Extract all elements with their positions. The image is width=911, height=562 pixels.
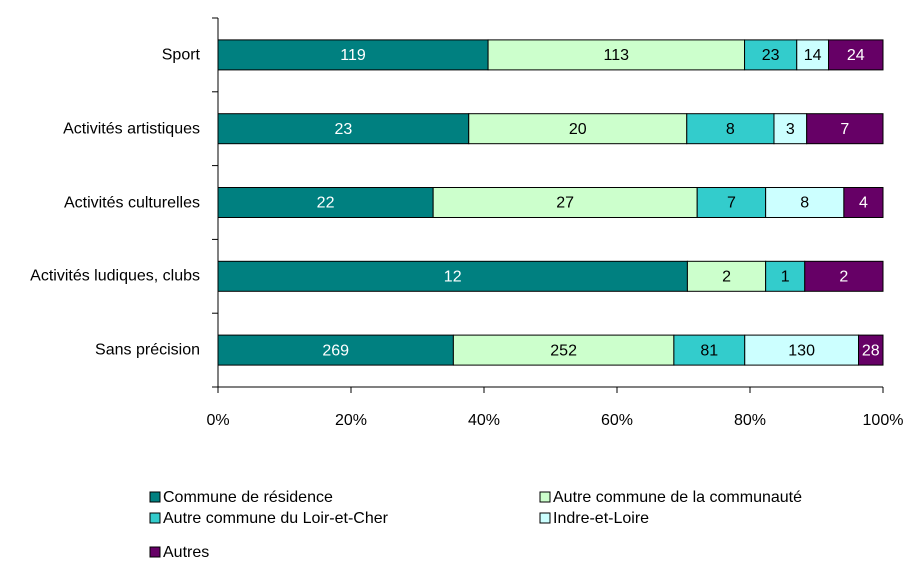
bar-segment	[744, 334, 859, 366]
data-label: 22	[317, 195, 335, 212]
x-tick-label: 80%	[734, 412, 766, 429]
data-label: 81	[700, 342, 718, 359]
data-label: 269	[322, 342, 349, 359]
bar-segment	[796, 39, 830, 71]
data-label: 113	[604, 47, 630, 64]
legend-label: Indre-et-Loire	[553, 510, 649, 527]
data-label: 252	[550, 342, 577, 359]
legend-swatch	[539, 512, 551, 524]
bar-segment	[843, 187, 884, 218]
data-label: 4	[859, 195, 868, 212]
bar-segment	[452, 334, 675, 366]
bar-segment	[673, 334, 746, 366]
bar-segment	[744, 39, 798, 71]
bar-segment	[686, 113, 775, 145]
data-label: 130	[788, 342, 815, 359]
y-tick-label: Activités culturelles	[63, 194, 200, 211]
data-label: 1	[781, 269, 790, 286]
data-label: 8	[726, 121, 735, 138]
data-label: 24	[847, 47, 865, 64]
legend-label: Autres	[163, 544, 209, 561]
bar-segment	[686, 260, 767, 292]
data-label: 7	[840, 121, 849, 138]
y-tick-label: Activités ludiques, clubs	[30, 267, 200, 285]
bar-segment	[217, 334, 454, 366]
legend-swatch	[149, 546, 161, 558]
legend-label: Autre commune de la communauté	[553, 489, 802, 506]
data-label: 23	[762, 47, 780, 64]
x-tick-label: 60%	[601, 412, 633, 429]
data-label: 14	[804, 47, 822, 64]
data-label: 20	[569, 121, 587, 138]
data-label: 23	[334, 121, 352, 138]
data-label: 2	[722, 269, 731, 286]
y-tick-label: Sans précision	[95, 341, 200, 359]
bar-segment	[217, 39, 489, 71]
bar-segment	[432, 187, 698, 218]
x-tick-label: 100%	[863, 412, 904, 429]
data-label: 28	[862, 342, 880, 359]
bar-segment	[804, 260, 884, 292]
data-label: 27	[556, 195, 574, 212]
bar-segment	[858, 334, 884, 366]
bar-segment	[765, 260, 806, 292]
y-tick-label: Sport	[161, 46, 200, 64]
legend-swatch	[539, 491, 551, 503]
bar-segment	[828, 39, 884, 71]
x-tick-label: 0%	[206, 412, 229, 429]
legend-swatch	[149, 512, 161, 524]
data-label: 12	[444, 269, 462, 286]
bar-segment	[773, 113, 808, 145]
data-label: 119	[340, 47, 366, 64]
legend-label: Commune de résidence	[163, 489, 333, 506]
bar-segment	[468, 113, 688, 145]
data-label: 2	[839, 269, 848, 286]
legend-swatch	[149, 491, 161, 503]
x-tick-label: 20%	[335, 412, 367, 429]
data-label: 8	[800, 195, 809, 212]
y-tick-label: Activités artistiques	[63, 120, 200, 138]
bar-segment	[806, 113, 884, 145]
data-label: 7	[727, 195, 736, 212]
legend-label: Autre commune du Loir-et-Cher	[163, 510, 389, 527]
bar-segment	[765, 187, 845, 218]
x-tick-label: 40%	[468, 412, 500, 429]
data-label: 3	[786, 121, 795, 138]
